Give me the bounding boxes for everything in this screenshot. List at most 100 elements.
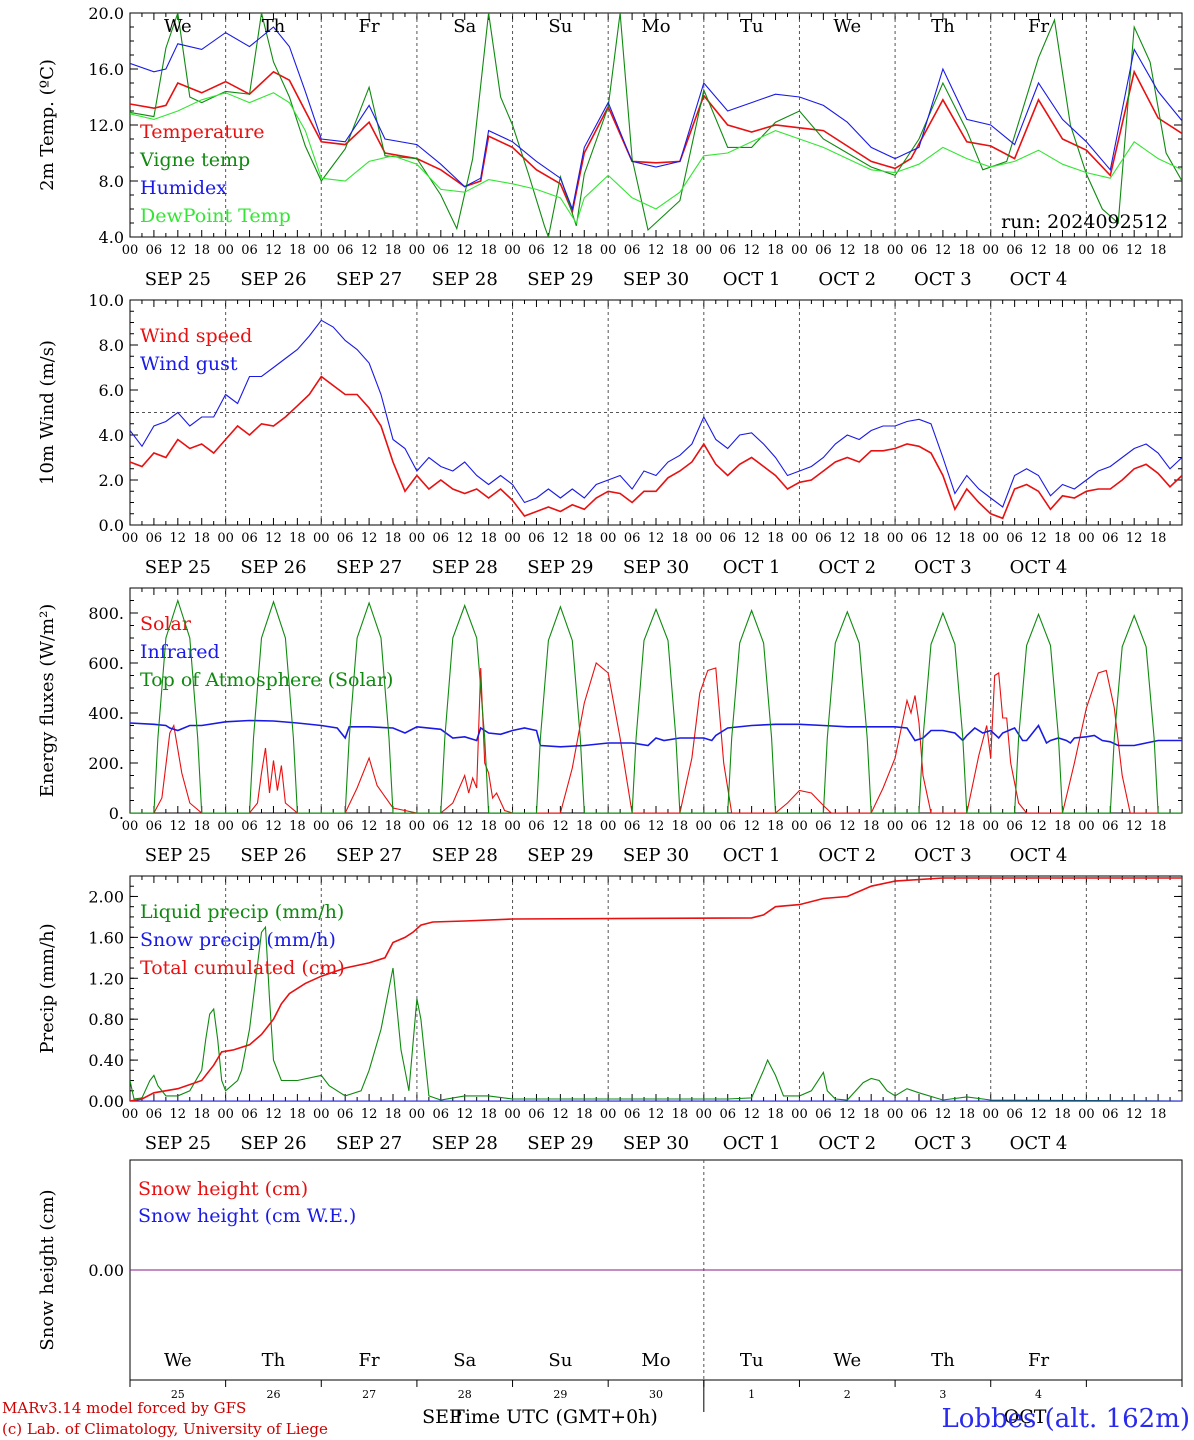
hour-tick-label: 06 xyxy=(815,819,832,834)
hour-tick-label: 06 xyxy=(146,531,163,546)
x-axis-title: Time UTC (GMT+0h) xyxy=(452,1406,658,1428)
y-axis-label: Energy fluxes (W/m²) xyxy=(37,604,58,798)
hour-tick-label: 06 xyxy=(815,531,832,546)
hour-tick-label: 18 xyxy=(385,1107,402,1122)
hour-tick-label: 12 xyxy=(552,531,569,546)
date-label: SEP 29 xyxy=(527,845,593,866)
hour-tick-label: 12 xyxy=(456,531,473,546)
date-label: SEP 27 xyxy=(336,557,402,578)
date-label: SEP 30 xyxy=(623,269,689,290)
y-tick-label: 16.0 xyxy=(88,60,124,79)
hour-tick-label: 18 xyxy=(480,243,497,258)
y-tick-label: 600. xyxy=(88,654,124,673)
hour-tick-label: 00 xyxy=(217,243,234,258)
hour-tick-label: 00 xyxy=(409,1107,426,1122)
date-label: SEP 26 xyxy=(240,1133,306,1154)
weekday-label: Th xyxy=(931,16,955,37)
hour-tick-label: 12 xyxy=(935,819,952,834)
hour-tick-label: 18 xyxy=(576,819,593,834)
hour-tick-label: 00 xyxy=(122,531,139,546)
hour-tick-label: 06 xyxy=(1006,243,1023,258)
hour-tick-label: 00 xyxy=(887,531,904,546)
series-precip-0 xyxy=(130,925,1182,1101)
weekday-label: Sa xyxy=(453,16,476,37)
hour-tick-label: 12 xyxy=(743,243,760,258)
hour-tick-label: 12 xyxy=(456,1107,473,1122)
hour-tick-label: 18 xyxy=(576,531,593,546)
hour-tick-label: 12 xyxy=(1030,819,1047,834)
y-tick-label: 200. xyxy=(88,754,124,773)
series-wind-0 xyxy=(130,375,1182,520)
weekday-label-bottom: Th xyxy=(262,1350,286,1371)
hour-tick-label: 18 xyxy=(1150,819,1167,834)
weekday-label: Su xyxy=(548,16,572,37)
hour-tick-label: 06 xyxy=(911,1107,928,1122)
hour-tick-label: 18 xyxy=(767,531,784,546)
weekday-label-bottom: Th xyxy=(931,1350,955,1371)
legend-precip-0: Liquid precip (mm/h) xyxy=(140,901,344,923)
hour-tick-label: 06 xyxy=(241,819,258,834)
hour-tick-label: 06 xyxy=(433,819,450,834)
hour-tick-label: 18 xyxy=(959,531,976,546)
hour-tick-label: 12 xyxy=(839,1107,856,1122)
y-tick-label: 4.0 xyxy=(99,228,124,247)
hour-tick-label: 12 xyxy=(265,243,282,258)
series-temperature-1 xyxy=(130,13,1182,237)
hour-tick-label: 00 xyxy=(600,531,617,546)
date-label: OCT 3 xyxy=(914,1133,972,1154)
hour-tick-label: 00 xyxy=(313,531,330,546)
hour-tick-label: 18 xyxy=(289,243,306,258)
y-tick-label: 1.20 xyxy=(88,969,124,988)
date-label: OCT 1 xyxy=(723,269,781,290)
hour-tick-label: 18 xyxy=(385,819,402,834)
series-energy-1 xyxy=(130,719,1182,748)
y-tick-label: 0.40 xyxy=(88,1051,124,1070)
hour-tick-label: 18 xyxy=(193,531,210,546)
hour-tick-label: 00 xyxy=(887,819,904,834)
y-tick-label: 0.80 xyxy=(88,1010,124,1029)
hour-tick-label: 18 xyxy=(193,1107,210,1122)
hour-tick-label: 06 xyxy=(337,531,354,546)
panel-precip: 0.00 0.40 0.80 1.20 1.60 2.00 Precip (mm/h) Liq… xyxy=(37,875,1183,1154)
hour-tick-label: 00 xyxy=(217,819,234,834)
hour-tick-label: 12 xyxy=(935,243,952,258)
hour-tick-label: 06 xyxy=(1102,243,1119,258)
footer: MARv3.14 model forced by GFS (c) Lab. of… xyxy=(2,1399,1190,1438)
hour-tick-label: 06 xyxy=(337,243,354,258)
date-label: OCT 1 xyxy=(723,557,781,578)
weekday-label-bottom: Su xyxy=(548,1350,572,1371)
hour-tick-label: 00 xyxy=(600,1107,617,1122)
date-label: SEP 25 xyxy=(145,557,211,578)
hour-tick-label: 12 xyxy=(1126,1107,1143,1122)
run-annotation: run: 2024092512 xyxy=(1001,211,1168,233)
credit-line-2: (c) Lab. of Climatology, University of L… xyxy=(2,1420,328,1438)
date-label: SEP 28 xyxy=(432,1133,498,1154)
legend-temperature-0: Temperature xyxy=(140,121,264,143)
hour-tick-label: 00 xyxy=(600,819,617,834)
series-energy-0 xyxy=(130,662,1182,813)
date-label: OCT 1 xyxy=(723,845,781,866)
day-number: 27 xyxy=(362,1388,376,1401)
weekday-label: Mo xyxy=(641,16,670,37)
hour-tick-label: 06 xyxy=(815,1107,832,1122)
hour-tick-label: 00 xyxy=(504,531,521,546)
hour-tick-label: 12 xyxy=(1126,243,1143,258)
hour-tick-label: 00 xyxy=(1078,1107,1095,1122)
hour-tick-label: 18 xyxy=(672,531,689,546)
hour-tick-label: 18 xyxy=(1054,243,1071,258)
hour-tick-label: 18 xyxy=(959,243,976,258)
hour-tick-label: 06 xyxy=(337,1107,354,1122)
day-number: 26 xyxy=(266,1388,280,1401)
hour-tick-label: 18 xyxy=(480,1107,497,1122)
hour-tick-label: 00 xyxy=(982,243,999,258)
date-label: OCT 3 xyxy=(914,269,972,290)
hour-tick-label: 00 xyxy=(791,243,808,258)
hour-tick-label: 06 xyxy=(1102,531,1119,546)
hour-tick-label: 12 xyxy=(1030,531,1047,546)
hour-tick-label: 06 xyxy=(1006,819,1023,834)
date-label: OCT 2 xyxy=(818,845,876,866)
day-number: 1 xyxy=(748,1388,755,1401)
y-tick-label: 0.00 xyxy=(88,1092,124,1111)
hour-tick-label: 00 xyxy=(217,1107,234,1122)
hour-tick-label: 18 xyxy=(767,1107,784,1122)
